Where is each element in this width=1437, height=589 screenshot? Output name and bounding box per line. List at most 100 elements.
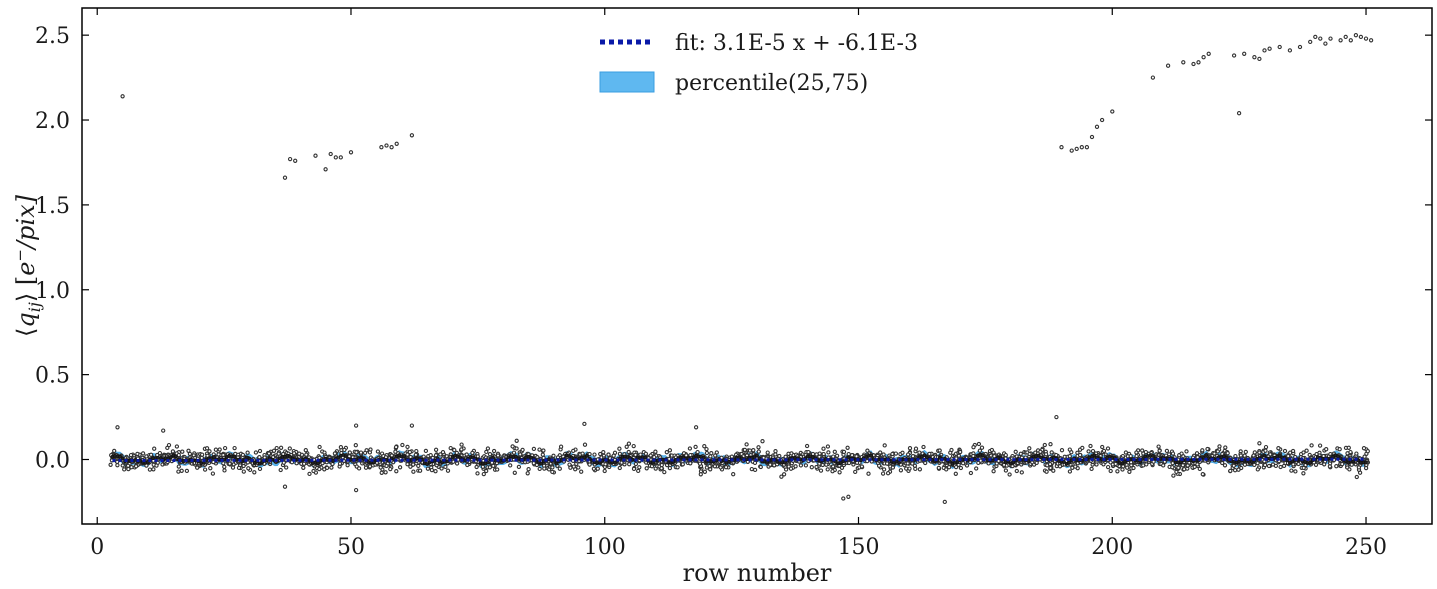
data-point xyxy=(953,471,958,476)
outlier-point xyxy=(115,425,120,430)
data-point xyxy=(1255,461,1260,466)
data-point xyxy=(837,470,842,475)
data-point xyxy=(900,450,905,455)
data-point xyxy=(905,461,910,466)
data-point xyxy=(347,450,352,455)
data-point xyxy=(1334,464,1339,469)
data-point xyxy=(1225,451,1230,456)
outlier-point xyxy=(389,145,394,150)
outlier-point xyxy=(1252,55,1257,60)
data-point xyxy=(241,469,246,474)
data-point xyxy=(484,468,489,474)
data-point xyxy=(644,466,649,471)
data-point xyxy=(1257,450,1262,455)
data-point xyxy=(917,467,923,472)
data-point xyxy=(992,454,997,459)
data-point xyxy=(1346,445,1351,450)
y-label-unit-rest: /pix] xyxy=(12,194,40,251)
data-point xyxy=(274,445,279,451)
data-point xyxy=(659,466,664,471)
data-point xyxy=(949,447,954,453)
data-point xyxy=(495,467,500,472)
data-point xyxy=(1051,468,1056,473)
data-point xyxy=(423,448,429,454)
data-point xyxy=(582,442,588,447)
median-point xyxy=(838,460,843,465)
data-point xyxy=(1252,462,1257,468)
data-point xyxy=(927,451,932,457)
data-point xyxy=(1232,468,1238,473)
data-point xyxy=(1220,460,1225,466)
data-point xyxy=(913,466,918,472)
data-point xyxy=(1262,462,1268,468)
data-point xyxy=(304,452,309,457)
data-point xyxy=(278,445,284,450)
x-tick-label: 200 xyxy=(1091,535,1133,560)
data-point xyxy=(245,450,250,455)
data-point xyxy=(958,465,964,471)
data-point xyxy=(534,462,540,468)
data-point xyxy=(846,451,851,457)
data-point xyxy=(1156,444,1161,449)
data-point xyxy=(1027,451,1032,457)
data-point xyxy=(438,452,443,457)
outlier-point xyxy=(287,156,293,162)
data-point xyxy=(638,452,643,457)
data-point xyxy=(108,462,113,467)
data-point xyxy=(520,447,525,453)
data-point xyxy=(1273,463,1279,469)
data-point xyxy=(208,466,213,471)
data-point xyxy=(531,446,537,452)
data-point xyxy=(853,469,858,475)
data-point xyxy=(971,453,976,459)
outlier-point xyxy=(282,175,288,180)
data-point xyxy=(481,471,486,477)
data-point xyxy=(571,448,576,454)
x-tick-label: 50 xyxy=(337,535,365,560)
data-point xyxy=(353,443,358,448)
outlier-point xyxy=(1297,44,1303,50)
data-point xyxy=(1286,453,1291,459)
data-point xyxy=(1073,464,1078,469)
median-point xyxy=(212,455,216,459)
data-point xyxy=(1348,449,1353,455)
data-point xyxy=(591,466,597,471)
outlier-point xyxy=(333,155,338,160)
y-tick-label: 0.5 xyxy=(35,364,70,389)
outlier-point xyxy=(282,484,288,489)
data-point xyxy=(297,451,302,456)
outlier-point xyxy=(1094,124,1100,129)
data-point xyxy=(368,447,373,452)
data-point xyxy=(675,465,680,470)
data-point xyxy=(184,468,190,474)
outlier-point xyxy=(338,155,343,160)
data-point xyxy=(405,462,410,467)
data-point xyxy=(781,472,787,477)
outlier-point xyxy=(323,167,328,172)
data-point xyxy=(541,448,546,453)
data-point xyxy=(1266,463,1272,469)
outlier-point xyxy=(1165,63,1171,68)
data-point xyxy=(542,466,547,471)
y-label-unit-open: [ xyxy=(12,276,40,293)
data-point xyxy=(606,452,611,457)
median-point xyxy=(1062,460,1066,464)
median-point xyxy=(402,454,407,458)
outlier-point xyxy=(1277,44,1282,50)
outlier-point xyxy=(1363,36,1369,41)
data-point xyxy=(1362,454,1367,459)
data-point xyxy=(271,448,277,453)
data-point xyxy=(337,461,343,466)
data-point xyxy=(1257,441,1262,446)
outlier-point xyxy=(942,499,947,505)
data-point xyxy=(464,452,469,457)
outlier-point xyxy=(161,428,166,433)
data-point xyxy=(601,450,606,455)
data-point xyxy=(571,464,576,469)
data-point xyxy=(537,447,542,452)
data-point xyxy=(653,449,658,454)
data-point xyxy=(697,461,703,466)
data-point xyxy=(525,471,530,476)
data-point xyxy=(752,460,758,466)
data-point xyxy=(443,464,448,470)
